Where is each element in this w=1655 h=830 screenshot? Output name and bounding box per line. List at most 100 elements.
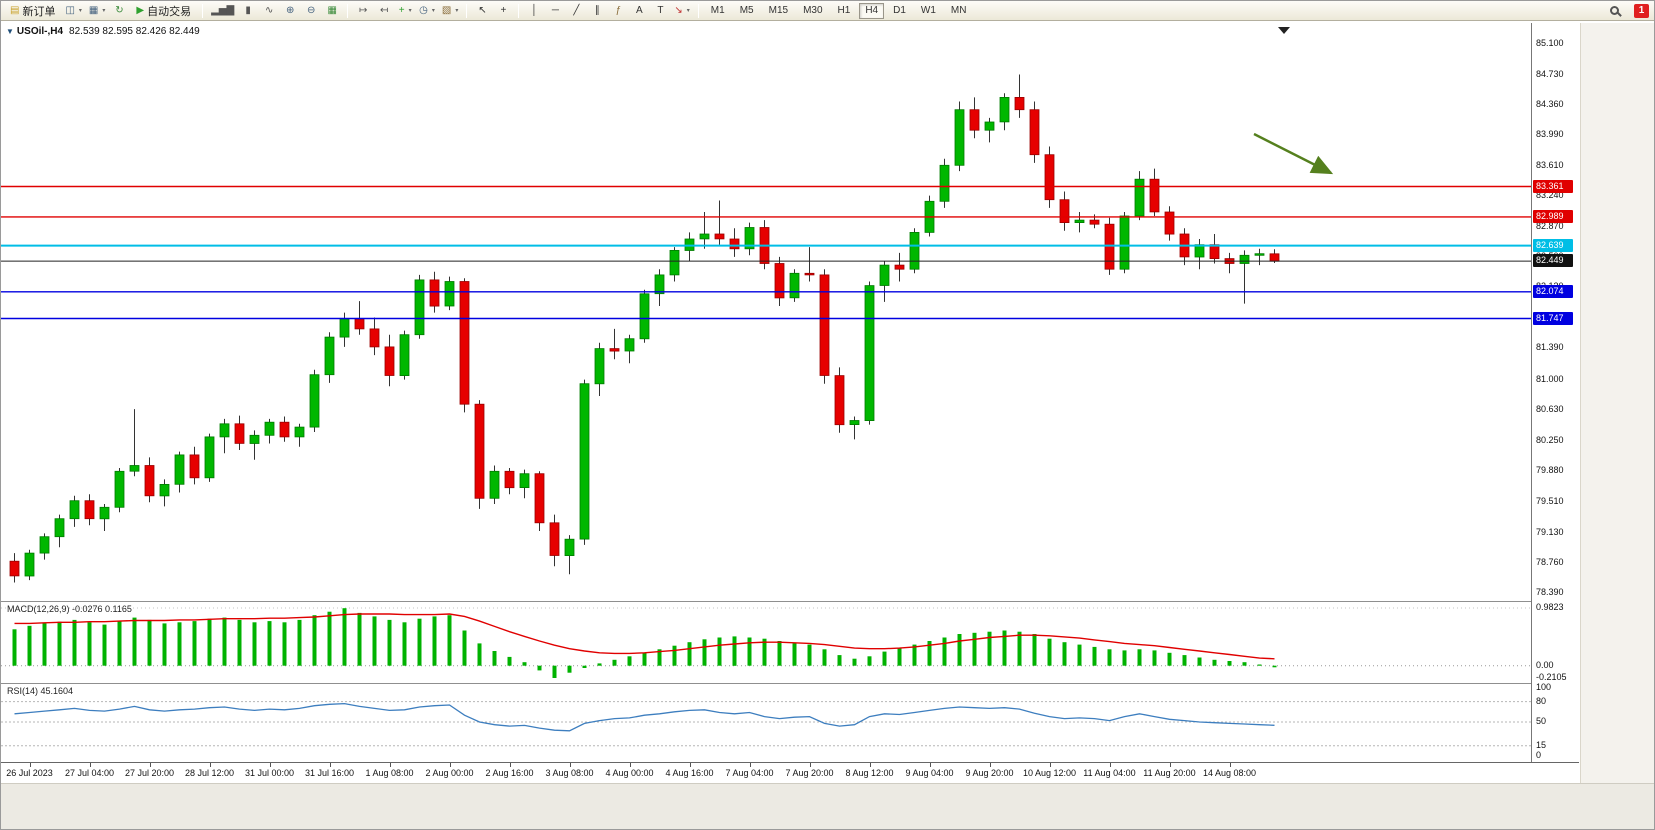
macd-panel[interactable] [1,602,1531,682]
channel-icon[interactable]: ∥ [587,2,607,20]
crosshair-icon[interactable]: + [493,2,513,20]
candlestick-icon[interactable]: ▮ [238,2,258,20]
right-panel [1580,23,1654,783]
date-axis-label: 2 Aug 16:00 [485,768,534,778]
time-axis-tick [749,763,751,767]
macd-label: MACD(12,26,9) -0.0276 0.1165 [7,604,132,614]
new-order-button: ▤ [10,4,20,16]
toolbar-separator [697,3,699,18]
search-icon[interactable] [1610,6,1619,15]
timeframe-mn[interactable]: MN [950,4,967,16]
periods-icon: ◷ [419,4,428,16]
price-axis-label: 81.390 [1536,342,1564,352]
autotrade-button[interactable]: ▶ 自动交易 [130,2,197,20]
new-order-button[interactable]: ▤ 新订单 [4,2,61,20]
channel-icon: ∥ [594,4,600,16]
time-axis-tick [629,763,631,767]
rsi-label: RSI(14) 45.1604 [7,686,74,696]
autotrade-button-label: 自动交易 [147,5,192,18]
chart-shift-icon[interactable]: ↤ [374,2,394,20]
refresh-icon[interactable]: ↻ [109,2,129,20]
rsi-panel[interactable] [1,684,1531,762]
time-axis[interactable]: 26 Jul 2023 27 Jul 04:00 27 Jul 20:00 28 Ju… [1,762,1579,783]
candlestick-icon: ▮ [245,4,251,16]
toolbar-separator [518,3,520,18]
dropdown-arrow-icon: ▾ [408,8,412,14]
rsi-axis-label: 15 [1536,740,1547,750]
price-axis-label: 79.510 [1536,496,1564,506]
toolbar-separator [202,3,204,18]
periods-icon[interactable]: ◷ ▾ [416,2,438,20]
chart-dropdown-icon[interactable]: ▼ [6,27,14,36]
rsi-axis-label: 0 [1536,750,1542,760]
text-icon[interactable]: A [629,2,649,20]
price-chart[interactable] [1,23,1531,601]
auto-scroll-icon[interactable]: ↦ [353,2,373,20]
chart-symbol-period: USOil-,H4 [16,26,64,37]
candles [9,74,1280,583]
time-axis-tick [1169,763,1171,767]
timeframe-m30[interactable]: M30 [803,4,823,16]
label-icon[interactable]: T [650,2,670,20]
zoom-in-icon: ⊕ [285,4,295,16]
text-icon: A [636,4,643,16]
annotation-arrow[interactable] [1253,132,1334,175]
toolbar-separator [347,3,349,18]
line-chart-icon[interactable]: ∿ [259,2,279,20]
cursor-icon[interactable]: ↖ [472,2,492,20]
tile-windows-icon[interactable]: ▦ [322,2,342,20]
time-axis-tick [1109,763,1111,767]
templates-icon[interactable]: ▧ ▾ [439,2,461,20]
rsi-line [14,702,1275,732]
notification-badge[interactable]: 1 [1634,3,1649,18]
timeframe-h1[interactable]: H1 [837,4,851,16]
date-axis-label: 2 Aug 00:00 [425,768,474,778]
panel-separator[interactable] [1,683,1579,684]
zoom-in-icon[interactable]: ⊕ [280,2,300,20]
time-axis-tick [809,763,811,767]
panel-separator[interactable] [1,601,1579,602]
new-chart-icon[interactable]: ◫ ▾ [62,2,84,20]
date-axis-label: 9 Aug 04:00 [905,768,954,778]
cursor-icon: ↖ [478,4,487,16]
vertical-line-icon[interactable]: │ [524,2,544,20]
price-line-tag: 82.449 [1533,254,1573,267]
chart-shift-icon: ↤ [379,4,389,16]
trendline-icon[interactable]: ╱ [566,2,586,20]
time-axis-tick [449,763,451,767]
profiles-icon[interactable]: ▦ ▾ [86,2,108,20]
indicators-icon[interactable]: + ▾ [395,2,415,20]
indicators-icon: + [398,4,405,16]
timeframe-h4[interactable]: H4 [859,2,885,19]
time-axis-tick [1229,763,1231,767]
time-axis-tick [569,763,571,767]
timeframe-m5[interactable]: M5 [739,4,754,16]
bar-chart-icon[interactable]: ▂▅▇ [208,2,237,20]
vertical-line-icon: │ [531,4,538,16]
toolbar: ▤ 新订单 ◫ ▾ ▦ ▾ ↻ ▶ 自动交易 ▂▅▇ ▮ ∿ ⊕ ⊖ ▦ ↦ ↤ + ▾ ◷ ▾ ▧ ▾ ↖ + │ ─ ╱ ∥ ƒ A T ↘… [1,1,1654,21]
time-axis-tick [509,763,511,767]
price-axis[interactable]: 85.100 84.730 84.360 83.990 83.610 83.240 82.8… [1531,23,1579,762]
timeframe-w1[interactable]: W1 [920,4,936,16]
price-axis-label: 83.610 [1536,160,1564,170]
timeframe-m15[interactable]: M15 [768,4,789,16]
price-line-tag: 82.989 [1533,210,1573,223]
horizontal-line-icon[interactable]: ─ [545,2,565,20]
arrows-icon: ↘ [674,4,683,16]
chart-scroll-marker[interactable] [1278,27,1290,34]
price-line-tag: 82.639 [1533,239,1573,252]
zoom-out-icon[interactable]: ⊖ [301,2,321,20]
fibonacci-icon[interactable]: ƒ [608,2,628,20]
horizontal-line-icon: ─ [551,4,559,16]
price-line-tag: 83.361 [1533,180,1573,193]
fibonacci-icon: ƒ [615,4,622,16]
arrows-icon[interactable]: ↘ ▾ [671,2,692,20]
price-axis-label: 83.990 [1536,129,1564,139]
dropdown-arrow-icon: ▾ [102,8,106,14]
macd-axis-label: -0.2105 [1536,672,1567,682]
timeframe-d1[interactable]: D1 [893,4,906,16]
date-axis-label: 8 Aug 12:00 [845,768,894,778]
timeframe-m1[interactable]: M1 [710,4,725,16]
line-chart-icon: ∿ [264,4,274,16]
